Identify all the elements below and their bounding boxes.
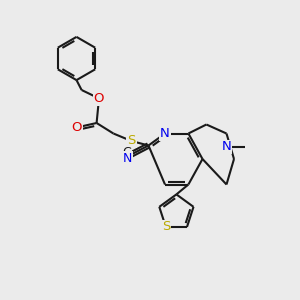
Text: N: N	[222, 140, 231, 154]
Text: O: O	[71, 121, 82, 134]
Text: S: S	[162, 220, 170, 233]
Text: S: S	[127, 134, 136, 148]
Text: N: N	[160, 127, 170, 140]
Text: N: N	[123, 152, 132, 165]
Text: O: O	[94, 92, 104, 105]
Text: C: C	[123, 146, 131, 160]
